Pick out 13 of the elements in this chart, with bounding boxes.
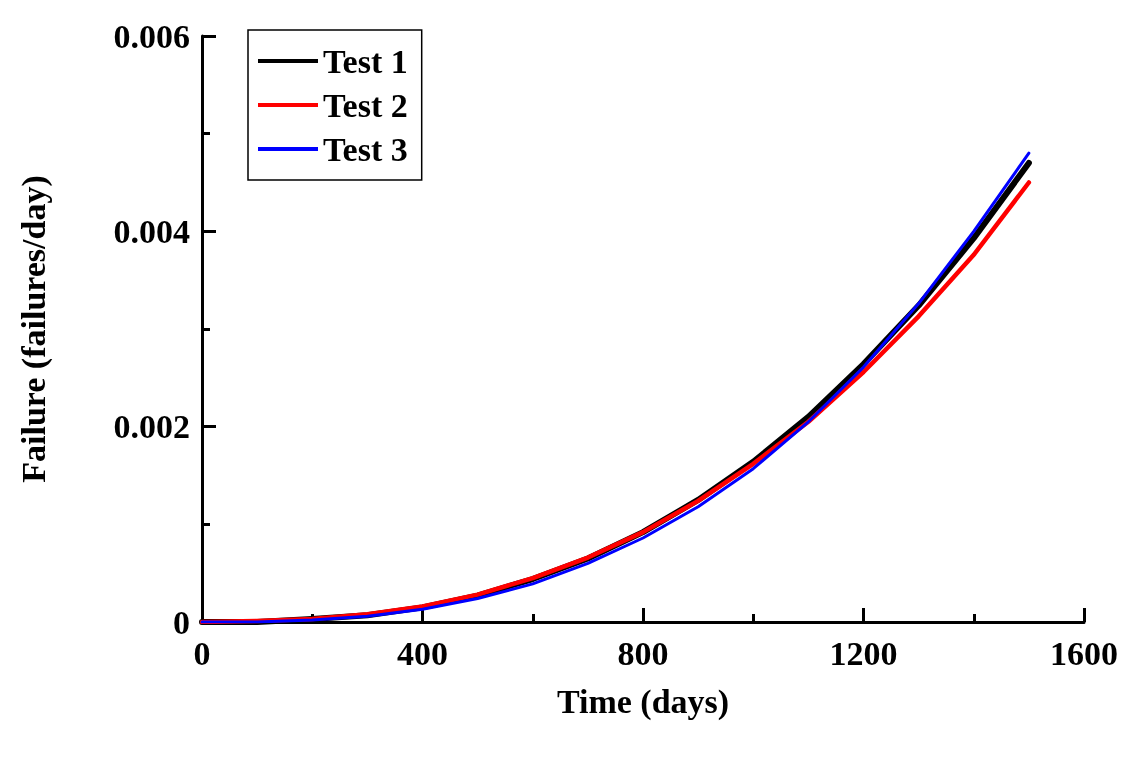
y-tick-label: 0 bbox=[173, 603, 190, 641]
y-tick-label: 0.002 bbox=[113, 408, 190, 446]
x-tick-label: 800 bbox=[617, 634, 669, 672]
legend-label: Test 3 bbox=[323, 130, 408, 168]
x-tick-label: 1600 bbox=[1050, 634, 1118, 672]
x-tick-label: 400 bbox=[397, 634, 448, 672]
y-tick-label: 0.004 bbox=[113, 212, 190, 250]
legend-label: Test 2 bbox=[323, 86, 408, 124]
y-tick-label: 0.006 bbox=[113, 17, 190, 55]
y-axis-title: Failure (failures/day) bbox=[14, 175, 53, 483]
x-axis-title: Time (days) bbox=[556, 682, 730, 721]
x-tick-label: 1200 bbox=[829, 634, 898, 672]
legend-label: Test 1 bbox=[323, 42, 408, 80]
